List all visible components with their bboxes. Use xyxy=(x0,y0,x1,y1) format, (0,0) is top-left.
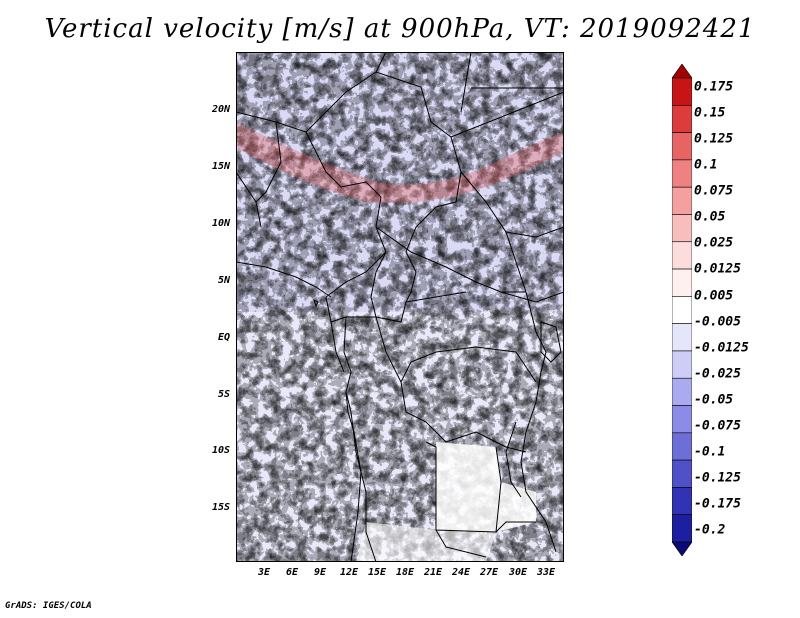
lat-label-eq: EQ xyxy=(217,332,230,343)
lat-label-15s: 15S xyxy=(211,502,230,513)
colorbar-swatch xyxy=(672,350,692,379)
colorbar-label: 0.05 xyxy=(694,209,726,225)
colorbar-swatch xyxy=(672,432,692,461)
colorbar-label: 0.0125 xyxy=(694,261,741,277)
colorbar-label: 0.175 xyxy=(694,79,734,95)
colorbar-swatch xyxy=(672,323,692,352)
colorbar-swatch xyxy=(672,214,692,243)
lon-label-24e: 24E xyxy=(451,567,471,578)
colorbar-label: -0.175 xyxy=(694,496,741,512)
colorbar-swatch xyxy=(672,159,692,188)
colorbar-label: -0.0125 xyxy=(694,340,749,356)
lon-label-12e: 12E xyxy=(339,567,359,578)
colorbar-label: -0.025 xyxy=(694,366,741,382)
lon-label-27e: 27E xyxy=(479,567,499,578)
colorbar-label: -0.2 xyxy=(694,522,726,538)
colorbar-label: 0.075 xyxy=(694,183,734,199)
colorbar-swatch xyxy=(672,268,692,297)
lat-label-5n: 5N xyxy=(217,275,230,286)
lat-label-10n: 10N xyxy=(211,218,230,229)
lon-label-3e: 3E xyxy=(257,567,271,578)
lat-label-5s: 5S xyxy=(217,389,230,400)
colorbar-swatch xyxy=(672,405,692,434)
lon-label-30e: 30E xyxy=(508,567,528,578)
colorbar xyxy=(672,64,692,556)
colorbar-swatch xyxy=(672,64,692,79)
grads-credit: GrADS: IGES/COLA xyxy=(5,601,92,611)
colorbar-swatch xyxy=(672,104,692,133)
colorbar-swatch xyxy=(672,132,692,161)
lon-label-6e: 6E xyxy=(285,567,299,578)
colorbar-swatch xyxy=(672,377,692,406)
colorbar-label: -0.005 xyxy=(694,314,741,330)
map-title: Vertical velocity [m/s] at 900hPa, VT: 2… xyxy=(44,14,756,44)
colorbar-swatch xyxy=(672,541,692,556)
colorbar-label: -0.075 xyxy=(694,418,741,434)
colorbar-label: 0.025 xyxy=(694,235,734,251)
lat-label-20n: 20N xyxy=(211,104,230,115)
lon-label-15e: 15E xyxy=(367,567,387,578)
colorbar-swatch xyxy=(672,77,692,106)
lon-label-33e: 33E xyxy=(536,567,556,578)
colorbar-label: 0.1 xyxy=(694,157,718,173)
colorbar-label: 0.005 xyxy=(694,288,734,304)
colorbar-label: 0.15 xyxy=(694,105,726,121)
colorbar-label: -0.1 xyxy=(694,444,726,460)
colorbar-label: 0.125 xyxy=(694,131,734,147)
colorbar-swatch xyxy=(672,186,692,215)
map-panel xyxy=(236,52,564,562)
colorbar-swatch xyxy=(672,241,692,270)
lon-label-21e: 21E xyxy=(423,567,443,578)
lat-label-15n: 15N xyxy=(211,161,230,172)
colorbar-swatch xyxy=(672,514,692,543)
lat-label-10s: 10S xyxy=(211,445,230,456)
colorbar-swatch xyxy=(672,487,692,516)
lon-label-9e: 9E xyxy=(313,567,327,578)
lon-label-18e: 18E xyxy=(395,567,415,578)
colorbar-swatch xyxy=(672,459,692,488)
vertical-velocity-field xyxy=(236,52,564,562)
colorbar-label: -0.125 xyxy=(694,470,741,486)
colorbar-swatch xyxy=(672,296,692,324)
colorbar-label: -0.05 xyxy=(694,392,734,408)
